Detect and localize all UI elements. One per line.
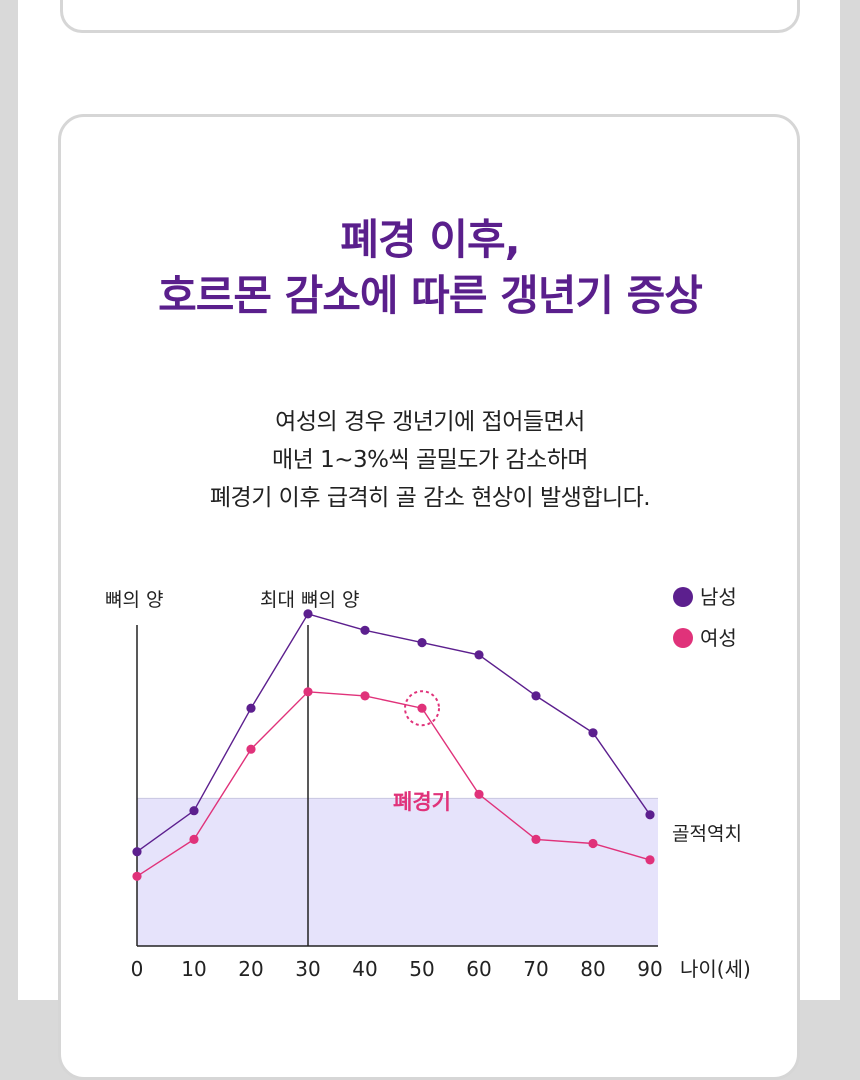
data-point-female <box>474 789 484 799</box>
x-tick-label: 70 <box>523 957 548 981</box>
description-line-3: 폐경기 이후 급격히 골 감소 현상이 발생합니다. <box>209 485 651 511</box>
axis-layer <box>136 625 658 947</box>
bone-mass-chart: 뼈의 양 최대 뼈의 양 골적역치 나이(세) 남성 여성 폐경기 0 10 20 3… <box>105 585 751 981</box>
legend-female-label: 여성 <box>700 626 737 650</box>
x-tick-label: 10 <box>181 957 206 981</box>
series-line-female <box>136 691 651 877</box>
description-line-2: 매년 1~3%씩 골밀도가 감소하며 <box>271 447 589 473</box>
x-tick-label: 80 <box>580 957 605 981</box>
data-point-male <box>246 703 256 713</box>
series-layer <box>132 609 655 881</box>
legend-male-label: 남성 <box>700 585 737 609</box>
data-point-male <box>303 609 313 619</box>
threshold-band <box>137 798 658 946</box>
description-line-1: 여성의 경우 갱년기에 접어들면서 <box>275 409 585 435</box>
data-point-female <box>246 744 256 754</box>
description: 여성의 경우 갱년기에 접어들면서 매년 1~3%씩 골밀도가 감소하며 폐경기… <box>0 403 860 517</box>
data-point-female <box>531 834 541 845</box>
x-tick-label: 20 <box>238 957 263 981</box>
data-point-female <box>645 855 655 865</box>
x-tick-label: 0 <box>131 957 144 981</box>
data-point-male <box>360 625 370 635</box>
data-point-male <box>417 638 427 648</box>
data-point-female <box>189 834 199 845</box>
x-axis-label: 나이(세) <box>680 957 751 981</box>
menopause-annotation-label: 폐경기 <box>393 790 451 814</box>
data-point-female <box>417 703 427 713</box>
title-line-1: 폐경 이후, <box>340 215 520 264</box>
data-point-male <box>474 650 484 660</box>
peak-bone-mass-label: 최대 뼈의 양 <box>260 589 359 611</box>
series-line-male <box>136 613 651 853</box>
legend-female-dot <box>673 628 693 648</box>
previous-card <box>60 0 800 33</box>
data-point-male <box>645 810 655 820</box>
x-tick-label: 30 <box>295 957 320 981</box>
data-point-female <box>303 687 313 697</box>
x-tick-label: 60 <box>466 957 491 981</box>
data-point-male <box>189 806 199 816</box>
x-tick-label: 50 <box>409 957 434 981</box>
legend-male-dot <box>673 587 693 607</box>
data-point-female <box>360 691 370 701</box>
menopause-highlight-circle <box>404 690 440 727</box>
y-axis-label: 뼈의 양 <box>105 589 163 611</box>
title-line-2: 호르몬 감소에 따른 갱년기 증상 <box>158 271 703 320</box>
x-tick-label: 40 <box>352 957 377 981</box>
x-tick-label: 90 <box>637 957 662 981</box>
data-point-male <box>531 691 541 701</box>
threshold-label: 골적역치 <box>672 823 742 845</box>
data-point-male <box>588 728 598 738</box>
text-layer: 뼈의 양 최대 뼈의 양 골적역치 나이(세) 남성 여성 폐경기 0 10 20 3… <box>105 585 751 981</box>
threshold-band-layer <box>137 797 658 946</box>
data-point-female <box>588 838 598 849</box>
page-title: 폐경 이후, 호르몬 감소에 따른 갱년기 증상 <box>0 212 860 324</box>
data-point-male <box>132 847 142 857</box>
data-point-female <box>132 871 142 881</box>
